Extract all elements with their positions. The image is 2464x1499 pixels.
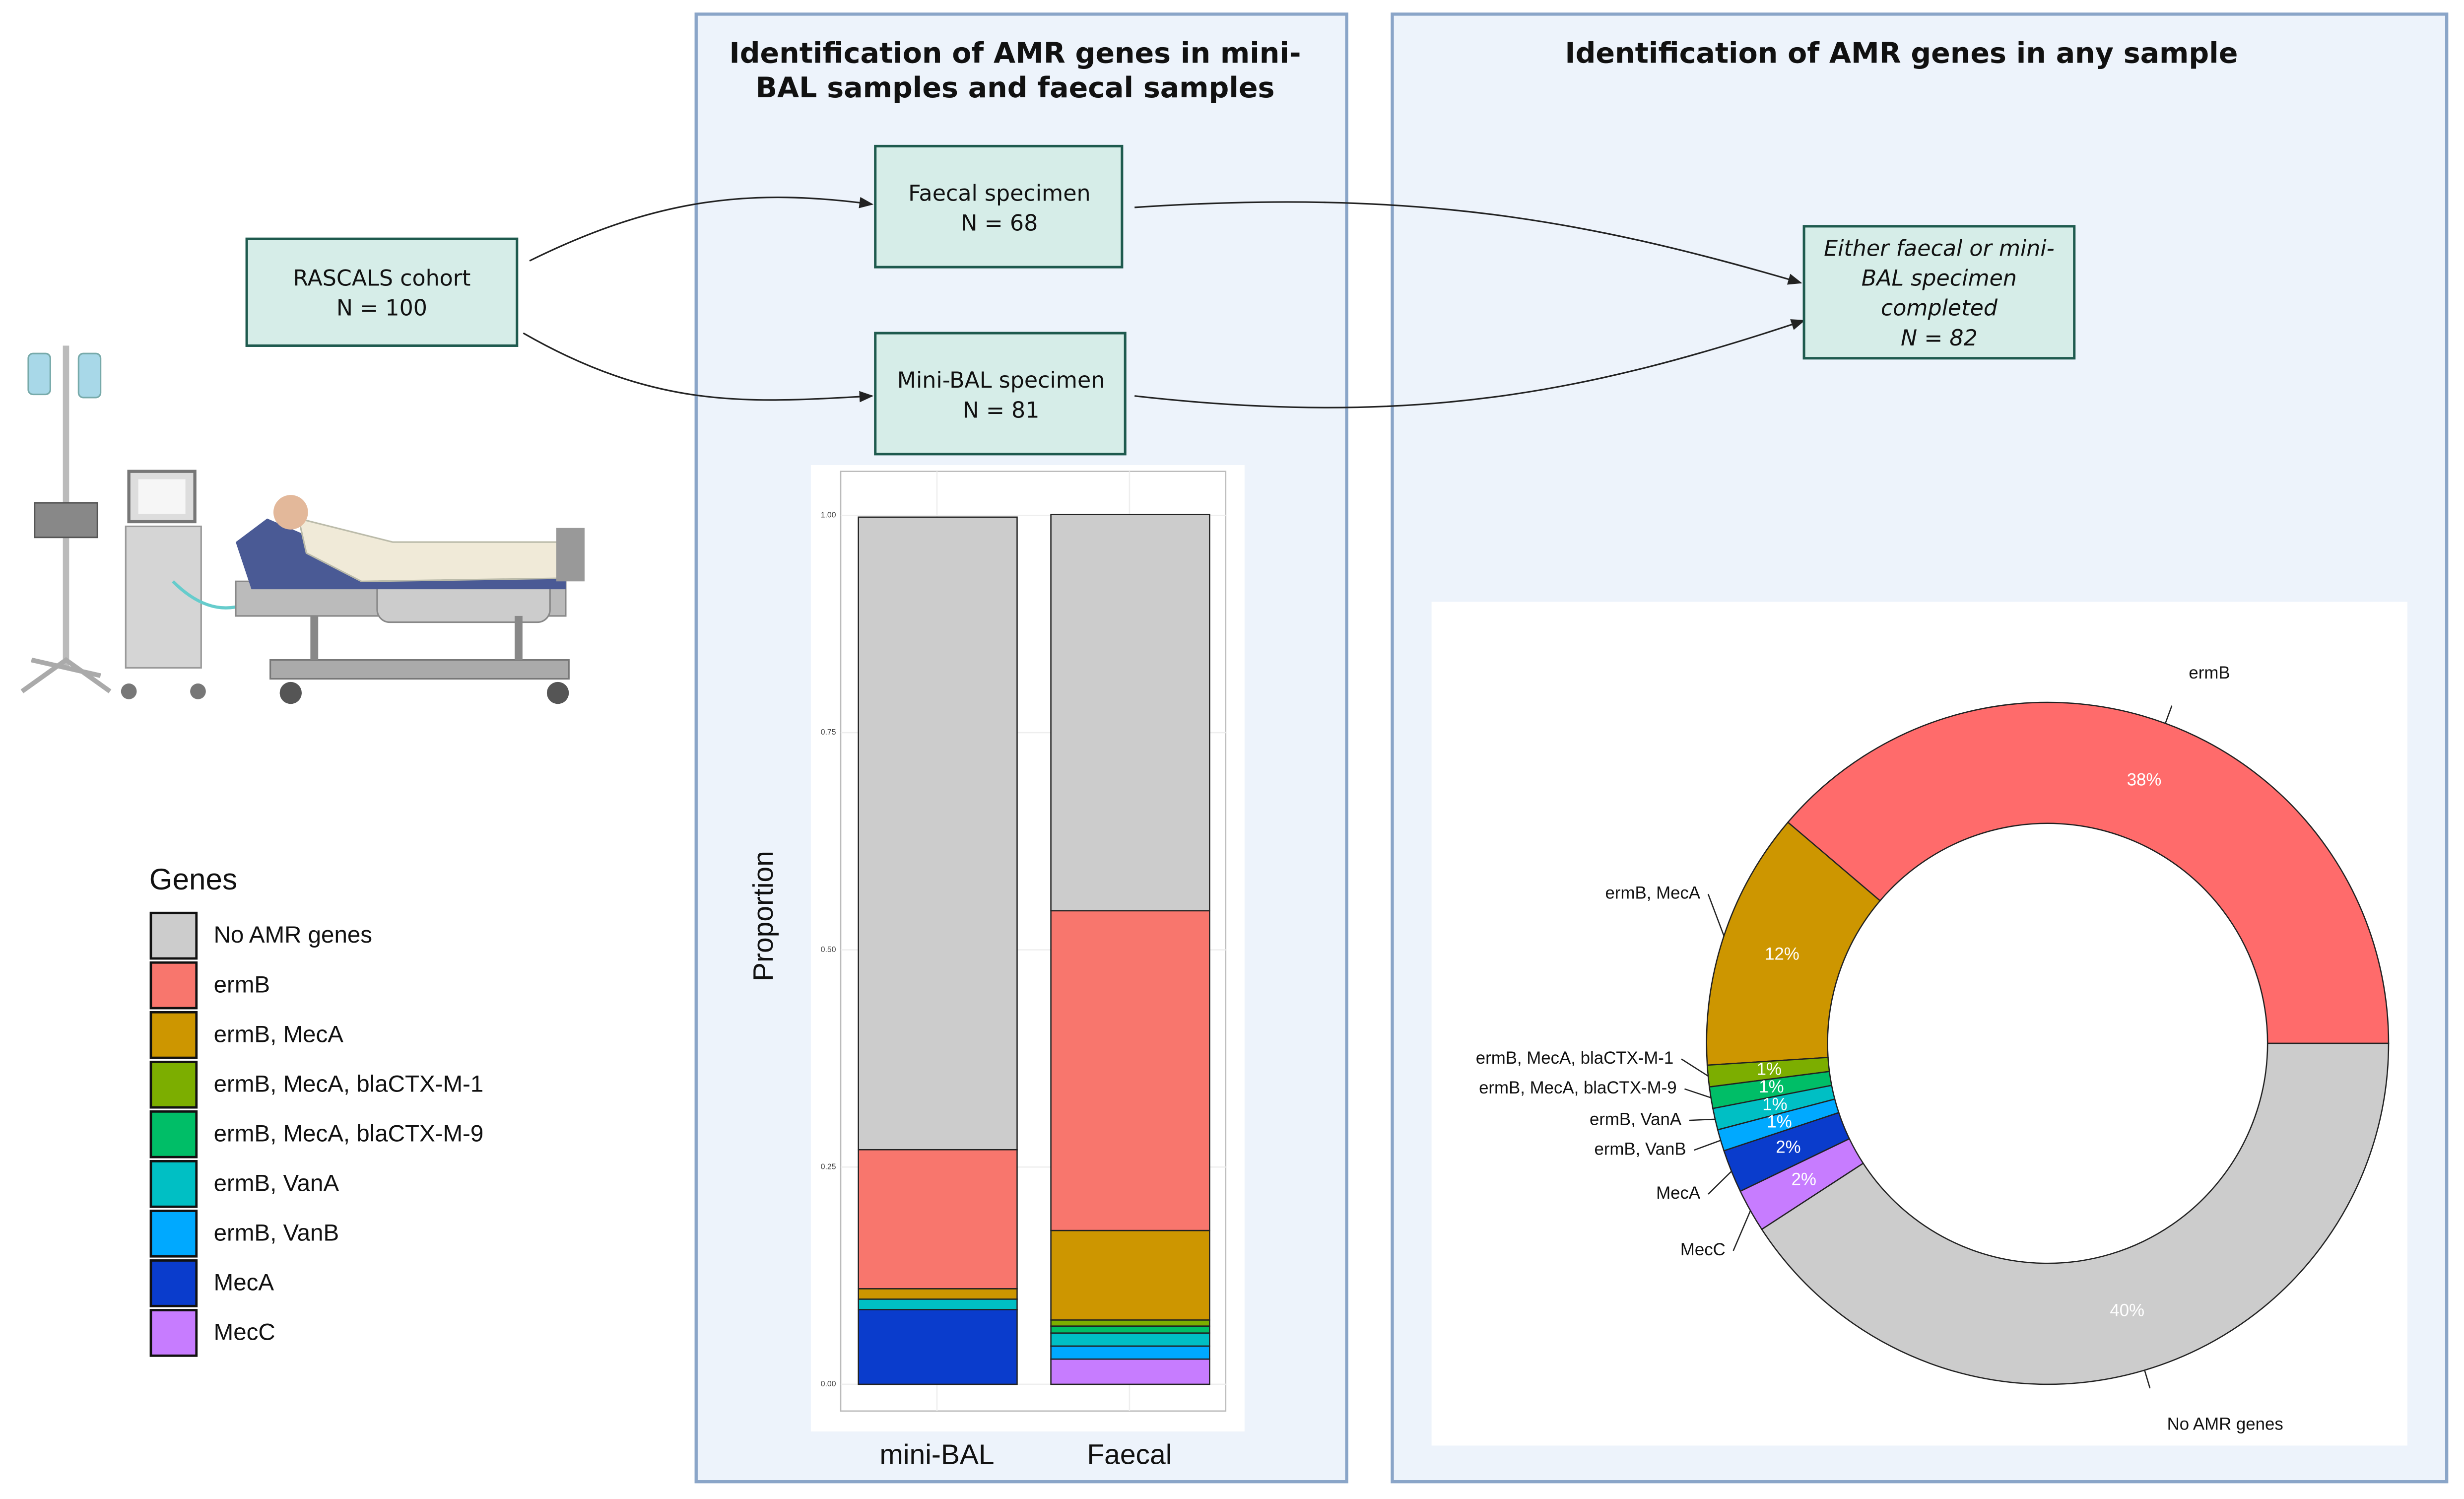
leader-line [1689,1118,1716,1121]
node-count: N = 100 [336,296,427,321]
donut-chart: 38% ermB 12% ermB, MecA 1% ermB, MecA, blaCTX… [1476,663,2390,1433]
node-label: RASCALS cohort [293,266,470,291]
legend-key [149,1011,198,1059]
legend-key [149,1309,198,1357]
legend-key [149,1110,198,1158]
legend-label: ermB, MecA, blaCTX-M-9 [214,1120,484,1147]
legend-label: ermB, VanA [214,1170,339,1196]
legend-key [149,1160,198,1208]
bar-segment [1050,910,1210,1231]
legend-label: MecC [214,1319,275,1346]
x-tick-label: Faecal [1087,1439,1172,1471]
arrow [523,332,874,403]
node-label: BAL specimen [1862,266,2017,291]
leader-line [2144,1370,2151,1389]
panel-title: Identification of AMR genes in any sampl… [1565,37,2238,69]
legend-label: ermB, MecA, blaCTX-M-1 [214,1071,484,1097]
bar-segment [1050,1325,1210,1334]
node-label: Either faecal or mini- [1824,236,2055,261]
bar-segment [1050,1319,1210,1327]
panel-title: Identification of AMR genes in mini- [730,37,1301,69]
bar-segment [858,1149,1018,1290]
node-label: Mini-BAL specimen [897,368,1105,393]
slice-label: MecA [1656,1183,1701,1203]
donut-slice [1706,821,1881,1066]
value-label: 40% [2110,1300,2144,1320]
leader-line [2165,705,2173,724]
slice-label: ermB, VanA [1590,1109,1682,1129]
value-label: 1% [1759,1077,1784,1096]
legend: Genes No AMR genes ermB ermB, MecA ermB, Mec… [149,863,484,1357]
value-label: 38% [2127,770,2162,789]
y-tick-label: 1.00 [821,511,836,520]
legend-key [149,961,198,1010]
leader-line [1732,1210,1751,1251]
node-box [874,144,1124,269]
x-tick-label: mini-BAL [879,1439,994,1471]
legend-label: No AMR genes [214,922,372,948]
arrow [1134,201,1802,285]
bar-segment [1050,514,1210,912]
legend-label: ermB, MecA [214,1021,344,1047]
bar-segment [1050,1358,1210,1385]
bar-segment [1050,1345,1210,1360]
node-box [874,332,1127,456]
legend-key [149,1060,198,1109]
slice-label: MecC [1680,1240,1726,1259]
panel-title: BAL samples and faecal samples [756,71,1275,104]
node-label: Faecal specimen [908,181,1090,206]
node-count: N = 81 [963,398,1040,423]
bar-segment [1050,1229,1210,1321]
legend-label: MecA [214,1269,274,1295]
y-axis-label: Proportion [747,851,779,981]
value-label: 1% [1757,1059,1782,1079]
bar-segment [1050,1332,1210,1347]
plot-area [840,471,1227,1412]
leader-line [1707,893,1725,936]
slice-label: ermB, VanB [1594,1139,1686,1158]
value-label: 2% [1792,1170,1816,1189]
donut-slice [1761,1042,2390,1385]
slice-label: No AMR genes [2167,1414,2283,1433]
bar-segment [858,1298,1018,1310]
slice-label: ermB [2189,663,2230,682]
bar-segment [858,516,1018,1151]
legend-label: ermB, VanB [214,1220,339,1246]
legend-label: ermB [214,971,270,998]
legend-key [149,1259,198,1307]
legend-title: Genes [149,863,237,896]
leader-line [1684,1088,1711,1098]
leader-line [1681,1058,1709,1077]
patient-illustration [20,345,585,704]
y-tick-label: 0.75 [821,728,836,737]
value-label: 2% [1776,1138,1800,1157]
node-box [1802,225,2076,360]
legend-key [149,1210,198,1258]
arrow [1134,319,1805,409]
y-tick-label: 0.25 [821,1162,836,1171]
bar-segment [858,1288,1018,1300]
y-tick-label: 0.00 [821,1380,836,1388]
leader-line [1708,1170,1732,1195]
node-count: N = 82 [1901,326,1978,351]
legend-key [149,911,198,960]
node-box [245,237,519,347]
donut-slice [1787,701,2390,1044]
y-tick-label: 0.50 [821,946,836,954]
slice-label: ermB, MecA, blaCTX-M-9 [1479,1078,1677,1097]
bar-chart: mini-BAL Faecal 0.00 0.25 0.50 0.75 1.00 Propor… [747,471,1227,1471]
value-label: 12% [1765,945,1799,964]
leader-line [1693,1140,1721,1151]
slice-label: ermB, MecA, blaCTX-M-1 [1476,1048,1674,1068]
slice-label: ermB, MecA [1605,883,1701,902]
node-count: N = 68 [961,211,1038,236]
bar-segment [858,1309,1018,1385]
value-label: 1% [1762,1095,1787,1114]
value-label: 1% [1767,1112,1792,1132]
node-label: completed [1881,296,1998,321]
arrow [529,197,874,262]
